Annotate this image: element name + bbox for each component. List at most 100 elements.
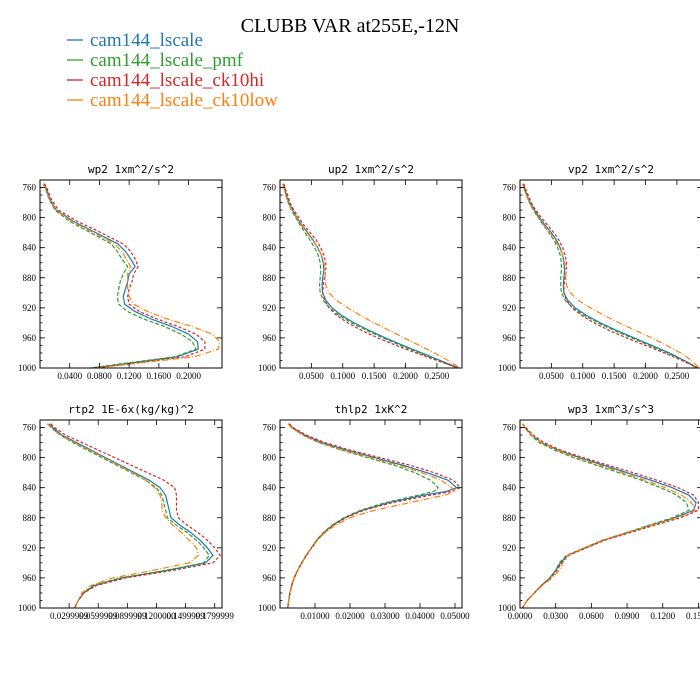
- x-tick-label: 0.04000: [405, 611, 435, 621]
- x-tick-label: 0.1499999: [166, 611, 205, 621]
- x-tick-label: 0.1500: [602, 371, 627, 381]
- plot-frame: [519, 179, 700, 369]
- y-tick-label: 1000: [18, 363, 37, 373]
- x-tick-label: 0.02000: [335, 611, 365, 621]
- x-tick-label: 0.0599999: [79, 611, 118, 621]
- x-tick-label: 0.2500: [425, 371, 450, 381]
- chart-panel: up2 1xm^2/s^2 760 800 840 880 920 960 1000 0.050…: [258, 163, 463, 381]
- chart-panel: vp2 1xm^2/s^2 760 800 840 880 920 960 1000 0.050…: [498, 163, 700, 381]
- x-tick-label: 0.2500: [665, 371, 690, 381]
- series-line: [522, 183, 698, 369]
- x-tick-label: 0.0000: [508, 611, 533, 621]
- x-tick-label: 0.1000: [330, 371, 355, 381]
- series-line: [50, 423, 221, 609]
- series-line: [521, 423, 690, 609]
- panel-title: wp3 1xm^3/s^3: [568, 403, 654, 416]
- series-line: [46, 423, 199, 609]
- legend-entry: cam144_lscale_ck10low: [67, 90, 278, 111]
- plot-frame: [519, 419, 700, 609]
- y-tick-label: 800: [263, 453, 277, 463]
- x-tick-label: 0.2000: [176, 371, 201, 381]
- x-tick-label: 0.1799999: [196, 611, 235, 621]
- legend-entry: cam144_lscale_ck10hi: [67, 70, 264, 91]
- y-tick-label: 800: [263, 213, 277, 223]
- x-tick-label: 0.0600: [579, 611, 604, 621]
- series-line: [287, 423, 461, 609]
- y-tick-label: 760: [23, 423, 37, 433]
- x-tick-label: 0.0500: [299, 371, 324, 381]
- x-tick-label: 0.1600: [146, 371, 171, 381]
- x-tick-label: 0.2000: [633, 371, 658, 381]
- series-line: [287, 423, 439, 609]
- plot-frame: [39, 179, 223, 369]
- legend: cam144_lscalecam144_lscale_pmfcam144_lsc…: [67, 30, 278, 111]
- series-line: [48, 423, 210, 609]
- series-line: [521, 183, 700, 369]
- series-line: [43, 183, 197, 369]
- y-tick-label: 920: [263, 303, 277, 313]
- x-tick-label: 0.1000: [570, 371, 595, 381]
- series-line: [282, 183, 458, 369]
- plot-frame: [279, 179, 463, 369]
- y-tick-label: 1000: [258, 363, 277, 373]
- x-tick-label: 0.01000: [300, 611, 330, 621]
- chart-panel: rtp2 1E-6x(kg/kg)^2 760 800 840 880 920 960 100…: [18, 403, 234, 621]
- chart-panel: wp2 1xm^2/s^2 760 800 840 880 920 960 1000 0.040…: [18, 163, 223, 381]
- x-tick-label: 0.05000: [440, 611, 470, 621]
- x-tick-label: 0.0899999: [108, 611, 147, 621]
- panel-title: up2 1xm^2/s^2: [328, 163, 414, 176]
- y-tick-label: 840: [263, 483, 277, 493]
- y-tick-label: 880: [263, 273, 277, 283]
- y-tick-label: 840: [263, 243, 277, 253]
- y-tick-label: 960: [23, 333, 37, 343]
- y-tick-label: 880: [23, 273, 37, 283]
- x-tick-label: 0.1200: [117, 371, 142, 381]
- panel-title: wp2 1xm^2/s^2: [88, 163, 174, 176]
- x-tick-label: 0.1500: [362, 371, 387, 381]
- y-tick-label: 880: [503, 273, 517, 283]
- y-tick-label: 760: [503, 183, 517, 193]
- x-tick-label: 0.0500: [539, 371, 564, 381]
- x-tick-label: 0.0800: [87, 371, 112, 381]
- y-tick-label: 880: [23, 513, 37, 523]
- y-tick-label: 960: [23, 573, 37, 583]
- x-tick-label: 0.1200: [650, 611, 675, 621]
- series-line: [521, 423, 700, 609]
- y-tick-label: 1000: [498, 363, 517, 373]
- series-line: [42, 183, 221, 369]
- y-tick-label: 880: [503, 513, 517, 523]
- y-tick-label: 800: [23, 453, 37, 463]
- y-tick-label: 960: [503, 573, 517, 583]
- legend-entry: cam144_lscale_pmf: [67, 50, 244, 71]
- y-tick-label: 920: [503, 543, 517, 553]
- y-tick-label: 840: [23, 483, 37, 493]
- series-line: [43, 183, 199, 369]
- series-line: [287, 423, 458, 609]
- legend-label: cam144_lscale_ck10low: [90, 90, 278, 111]
- series-line: [281, 183, 461, 369]
- series-line: [287, 423, 456, 609]
- x-tick-label: 0.0299999: [50, 611, 89, 621]
- y-tick-label: 840: [503, 243, 517, 253]
- y-tick-label: 760: [263, 423, 277, 433]
- y-tick-label: 920: [263, 543, 277, 553]
- series-line: [283, 183, 459, 369]
- y-tick-label: 760: [503, 423, 517, 433]
- x-tick-label: 0.1200000: [137, 611, 176, 621]
- y-tick-label: 800: [23, 213, 37, 223]
- chart-panel: wp3 1xm^3/s^3 760 800 840 880 920 960 10000.000…: [498, 403, 700, 621]
- panel-title: rtp2 1E-6x(kg/kg)^2: [68, 403, 194, 416]
- y-tick-label: 920: [23, 303, 37, 313]
- y-tick-label: 960: [263, 573, 277, 583]
- y-tick-label: 760: [23, 183, 37, 193]
- x-tick-label: 0.0300: [543, 611, 568, 621]
- y-tick-label: 800: [503, 453, 517, 463]
- series-line: [522, 183, 698, 369]
- x-tick-label: 0.03000: [370, 611, 400, 621]
- x-tick-label: 0.0400: [57, 371, 82, 381]
- x-tick-label: 0.1500: [686, 611, 700, 621]
- x-tick-label: 0.0900: [615, 611, 640, 621]
- y-tick-label: 800: [503, 213, 517, 223]
- panels: wp2 1xm^2/s^2 760 800 840 880 920 960 1000 0.040…: [18, 163, 700, 621]
